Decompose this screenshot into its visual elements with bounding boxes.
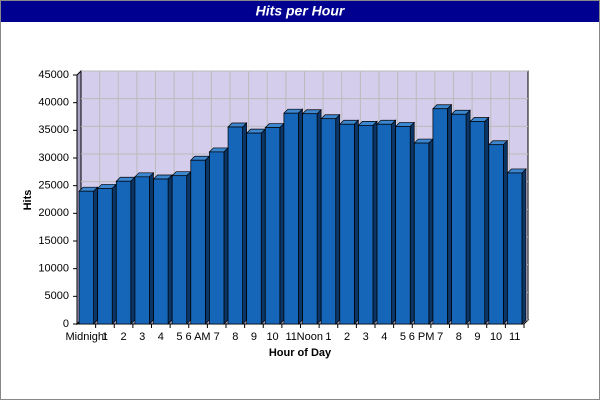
y-tick-label: 10000 [38, 263, 69, 275]
x-tick-label: 8 [232, 331, 238, 343]
y-axis-title: Hits [22, 190, 34, 211]
bar [190, 159, 206, 325]
y-tick-label: 35000 [38, 124, 69, 136]
x-tick-label: Noon [297, 331, 323, 343]
x-axis-title: Hour of Day [269, 347, 332, 359]
y-tick-label: 40000 [38, 97, 69, 109]
bar [395, 126, 411, 325]
bar-side [409, 121, 415, 325]
bar-side [502, 139, 508, 325]
bar [358, 125, 374, 325]
bar [376, 123, 392, 325]
x-tick-label: 6 PM [409, 331, 435, 343]
bar [339, 123, 355, 325]
x-tick-label: 6 AM [186, 331, 211, 343]
x-tick-label: 9 [251, 331, 257, 343]
bar-side [447, 103, 452, 325]
bar [227, 126, 243, 325]
bar-side [353, 119, 359, 325]
bar [246, 132, 262, 325]
bar-side [298, 108, 303, 325]
y-tick-label: 30000 [38, 152, 69, 164]
x-tick-label: 4 [158, 331, 164, 343]
x-tick-label: 7 [214, 331, 220, 343]
chart-title: Hits per Hour [256, 3, 346, 19]
bar [302, 113, 318, 325]
bar-side [279, 122, 285, 325]
bar-side [93, 186, 98, 325]
bar-side [167, 174, 173, 325]
bar-side [465, 109, 471, 325]
y-tick-label: 0 [63, 318, 69, 330]
bar-side [223, 147, 229, 325]
bar-side [204, 155, 210, 325]
y-tick-label: 45000 [38, 69, 69, 81]
x-tick-label: 3 [363, 331, 369, 343]
bar-side [186, 170, 192, 325]
bar-side [111, 183, 117, 325]
title-bar [1, 1, 599, 22]
x-tick-label: 2 [344, 331, 350, 343]
y-tick-label: 5000 [45, 290, 69, 302]
bar [134, 176, 150, 325]
y-tick-label: 20000 [38, 207, 69, 219]
x-tick-label: Midnight [66, 331, 108, 343]
bar [413, 142, 430, 325]
x-tick-label: 1 [325, 331, 331, 343]
bar [507, 172, 523, 325]
bar [153, 178, 169, 325]
x-tick-label: 2 [121, 331, 127, 343]
bar [469, 121, 486, 325]
bar [115, 180, 132, 325]
x-tick-label: 11 [509, 331, 520, 343]
bar-side [242, 122, 247, 325]
x-tick-label: 3 [139, 331, 145, 343]
bar [171, 175, 188, 325]
bar-side [335, 113, 341, 325]
bar-side [130, 176, 136, 325]
bar-side [260, 128, 266, 325]
bar-side [316, 108, 322, 325]
bar-side [428, 138, 434, 325]
x-tick-label: 8 [456, 331, 462, 343]
bar-side [484, 116, 490, 325]
y-tick-label: 25000 [38, 180, 69, 192]
x-tick-label: 9 [474, 331, 480, 343]
bar-side [149, 171, 154, 325]
bar-side [521, 168, 527, 325]
x-tick-label: 10 [266, 331, 278, 343]
bar [209, 151, 225, 325]
x-tick-label: 5 [176, 331, 182, 343]
x-tick-label: 1 [102, 331, 108, 343]
x-tick-label: 11 [285, 331, 296, 343]
x-tick-label: 5 [400, 331, 406, 343]
bar [283, 112, 299, 325]
bar-side [391, 119, 396, 325]
y-tick-label: 15000 [38, 235, 69, 247]
bar [264, 127, 281, 325]
bar-side [372, 120, 378, 325]
x-tick-label: 4 [381, 331, 387, 343]
bar [451, 113, 467, 325]
bar [78, 190, 94, 325]
bar [320, 118, 337, 325]
x-tick-label: 7 [437, 331, 443, 343]
bar [97, 188, 113, 325]
bar [432, 108, 448, 325]
bar [488, 144, 504, 325]
x-tick-label: 10 [490, 331, 502, 343]
